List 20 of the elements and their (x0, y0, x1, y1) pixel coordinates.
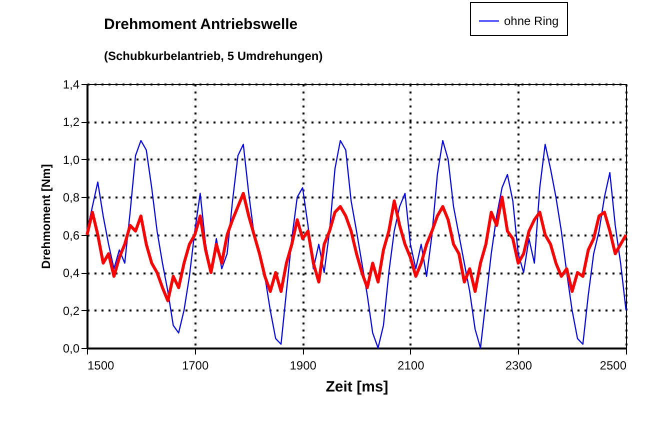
line-series (86, 192, 628, 302)
chart-title: Drehmoment Antriebswelle (104, 16, 298, 33)
y-tick-label: 0,0 (62, 342, 80, 356)
x-tick-label: 1500 (88, 358, 115, 372)
y-tick-label: 1,0 (62, 152, 80, 167)
y-axis-title: Drehmoment [Nm] (38, 164, 53, 269)
y-tick-label: 0,2 (62, 304, 80, 318)
y-tick-label: 0,8 (62, 190, 80, 205)
x-axis-title: Zeit [ms] (326, 378, 388, 396)
x-tick-label: 1700 (182, 358, 209, 372)
x-tick-label: 2300 (505, 358, 532, 372)
legend-label: ohne Ring (504, 14, 559, 28)
y-tick-label: 1,4 (62, 78, 80, 92)
y-tick-label: 0,6 (62, 228, 80, 242)
chart-subtitle: (Schubkurbelantrieb, 5 Umdrehungen) (104, 49, 323, 63)
x-tick-label: 2500 (600, 358, 627, 372)
x-tick-label: 1900 (290, 358, 317, 372)
x-tick-label: 2100 (398, 358, 425, 372)
y-tick-label: 0,4 (62, 266, 80, 280)
y-tick-label: 1,2 (62, 115, 80, 130)
